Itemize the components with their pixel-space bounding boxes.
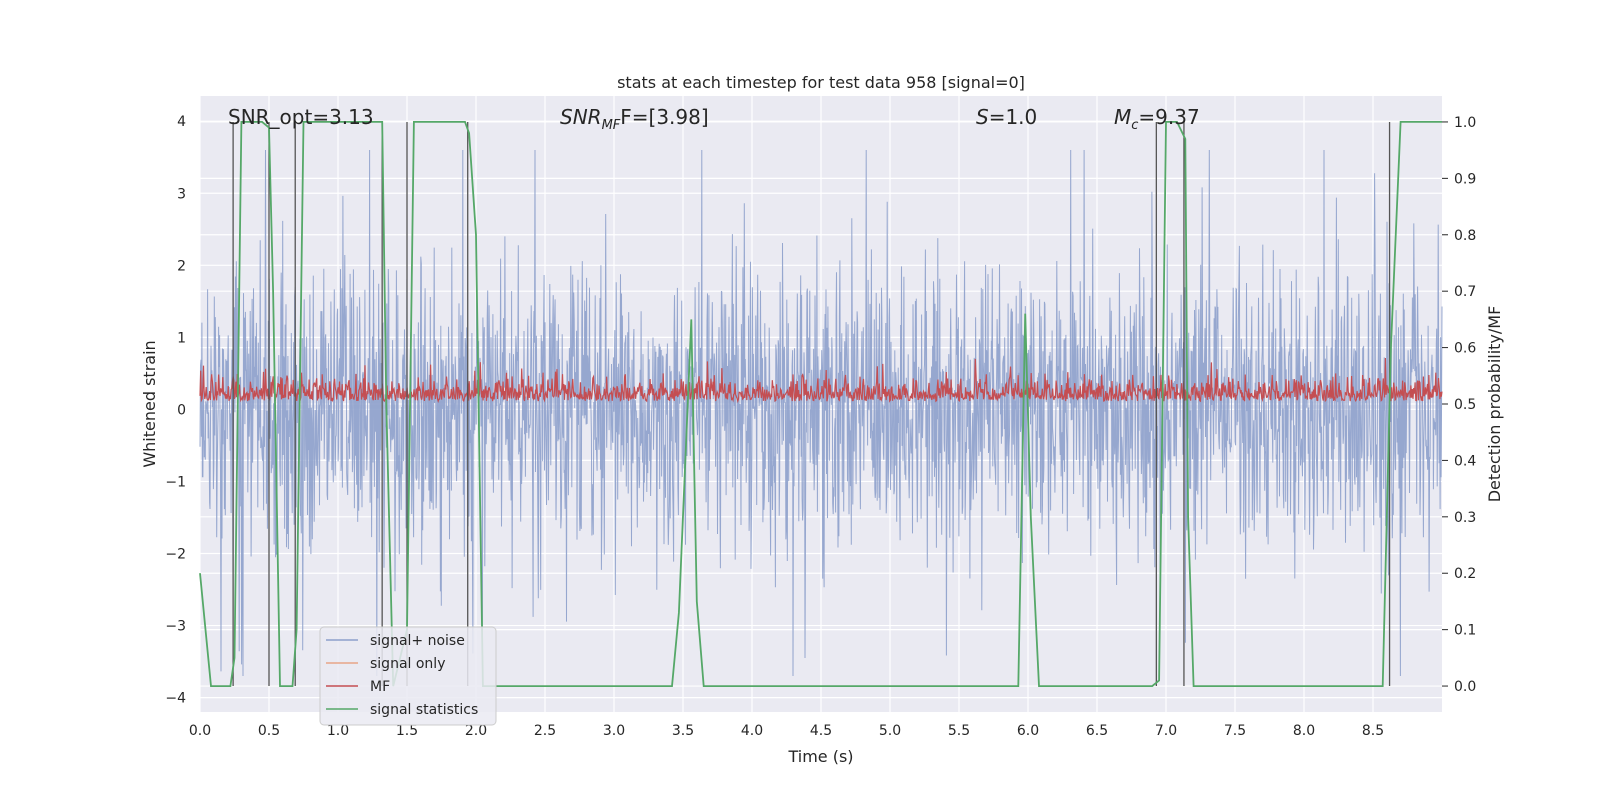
x-tick-label-7: 3.5 xyxy=(672,723,694,739)
annotation-mc-sub: c xyxy=(1131,118,1138,133)
y2-tick-label-2: 0.8 xyxy=(1454,228,1476,244)
x-tick-label-5: 2.5 xyxy=(534,723,556,739)
legend: signal+ noise signal only MF signal stat… xyxy=(319,626,497,726)
y-tick-label-2: 2 xyxy=(177,258,186,274)
x-tick-label-16: 8.0 xyxy=(1293,723,1315,739)
legend-label-noise: signal+ noise xyxy=(370,633,465,649)
y-tick-labels: 4 3 2 1 0 −1 −2 −3 −4 xyxy=(165,114,186,706)
x-tick-label-0: 0.0 xyxy=(189,723,211,739)
x-tick-label-9: 4.5 xyxy=(810,723,832,739)
x-tick-label-8: 4.0 xyxy=(741,723,763,739)
y2-tick-labels: 1.0 0.9 0.8 0.7 0.6 0.5 0.4 0.3 0.2 0.1 0.0 xyxy=(1442,115,1476,695)
y-tick-label-6: −2 xyxy=(165,546,186,562)
x-tick-label-14: 7.0 xyxy=(1155,723,1177,739)
legend-label-signal: signal only xyxy=(370,656,445,672)
y2-tick-label-10: 0.0 xyxy=(1454,679,1476,695)
annotation-s: S=1.0 xyxy=(976,105,1037,129)
x-tick-label-15: 7.5 xyxy=(1224,723,1246,739)
annotation-mc-suffix: =9.37 xyxy=(1138,105,1199,129)
annotation-mc-main: M xyxy=(1114,105,1131,129)
x-tick-label-1: 0.5 xyxy=(258,723,280,739)
x-tick-label-6: 3.0 xyxy=(603,723,625,739)
x-tick-label-12: 6.0 xyxy=(1017,723,1039,739)
y2-tick-label-4: 0.6 xyxy=(1454,341,1476,357)
x-tick-label-11: 5.5 xyxy=(948,723,970,739)
legend-label-mf: MF xyxy=(370,679,390,695)
y-tick-label-8: −4 xyxy=(165,691,186,707)
x-tick-label-3: 1.5 xyxy=(396,723,418,739)
y2-tick-label-0: 1.0 xyxy=(1454,115,1476,131)
x-tick-label-2: 1.0 xyxy=(327,723,349,739)
y-tick-label-3: 1 xyxy=(177,330,186,346)
y-tick-label-1: 3 xyxy=(177,186,186,202)
y2-tick-label-1: 0.9 xyxy=(1454,171,1476,187)
y-tick-label-0: 4 xyxy=(177,114,186,130)
y2-tick-label-6: 0.4 xyxy=(1454,453,1476,469)
y2-tick-label-9: 0.1 xyxy=(1454,623,1476,639)
x-tick-label-13: 6.5 xyxy=(1086,723,1108,739)
event-markers xyxy=(232,121,1391,687)
x-tick-label-17: 8.5 xyxy=(1362,723,1384,739)
y2-tick-label-7: 0.3 xyxy=(1454,510,1476,526)
y-axis-label: Whitened strain xyxy=(140,340,159,467)
annotation-snr-mf-main: SNR xyxy=(560,105,602,129)
legend-label-stat: signal statistics xyxy=(370,702,478,718)
grid xyxy=(199,96,1442,712)
legend-box xyxy=(319,626,497,726)
annotation-s-main: S xyxy=(976,105,989,129)
y2-tick-label-3: 0.7 xyxy=(1454,284,1476,300)
annotation-s-suffix: =1.0 xyxy=(989,105,1038,129)
annotation-snr-mf: SNRMFF=[3.98] xyxy=(560,105,709,133)
annotation-snr-opt: SNR_opt=3.13 xyxy=(228,105,374,129)
x-axis-label: Time (s) xyxy=(787,747,853,766)
x-tick-label-10: 5.0 xyxy=(879,723,901,739)
y2-tick-label-5: 0.5 xyxy=(1454,397,1476,413)
x-tick-label-4: 2.0 xyxy=(465,723,487,739)
y2-axis-label: Detection probability/MF xyxy=(1485,306,1504,503)
chart-title: stats at each timestep for test data 958… xyxy=(617,73,1025,92)
annotation-mc: Mc=9.37 xyxy=(1114,105,1200,133)
annotation-snr-mf-suffix: F=[3.98] xyxy=(620,105,708,129)
y-tick-label-4: 0 xyxy=(177,402,186,418)
annotation-snr-mf-sub: MF xyxy=(602,118,621,133)
y2-tick-label-8: 0.2 xyxy=(1454,566,1476,582)
y-tick-label-7: −3 xyxy=(165,619,186,635)
y-tick-label-5: −1 xyxy=(165,474,186,490)
x-tick-labels: 0.0 0.5 1.0 1.5 2.0 2.5 3.0 3.5 4.0 4.5 5.0 5.5 6.0 6… xyxy=(189,723,1384,739)
